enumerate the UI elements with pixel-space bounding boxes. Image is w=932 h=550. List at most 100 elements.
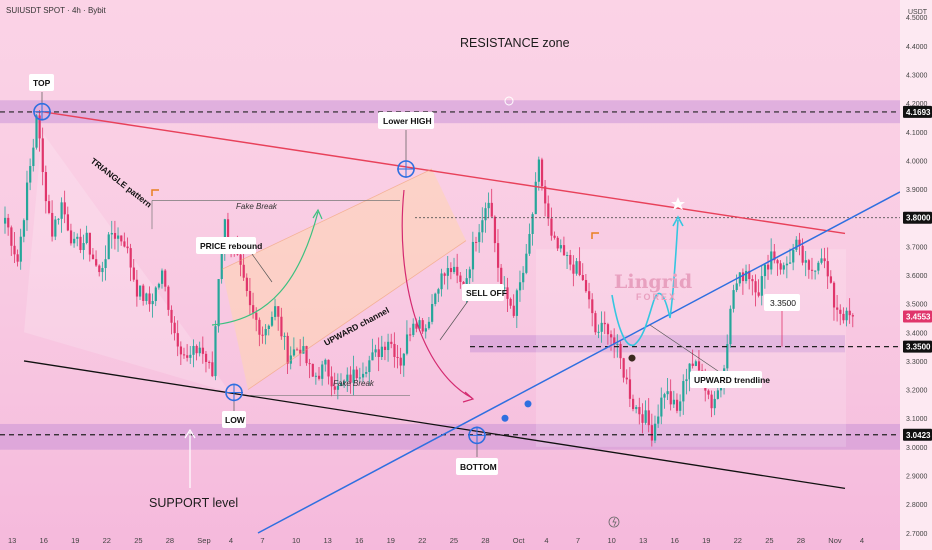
- time-tick-label: 13: [639, 536, 647, 545]
- candle-body: [41, 138, 44, 173]
- candle-body: [713, 398, 716, 409]
- candle-body: [807, 260, 811, 270]
- bottom-callout: BOTTOM: [460, 462, 497, 472]
- candle-body: [308, 363, 311, 365]
- candle-body: [443, 273, 446, 276]
- price-tick-label: 2.7000: [906, 531, 928, 538]
- candle-body: [757, 292, 760, 296]
- candle-body: [333, 386, 336, 390]
- candle-body: [754, 281, 757, 293]
- candle-body: [349, 374, 352, 383]
- candle-body: [679, 401, 682, 411]
- time-tick-label: 28: [166, 536, 174, 545]
- time-tick-label: 13: [8, 536, 16, 545]
- candle-body: [324, 359, 327, 365]
- candle-body: [468, 269, 471, 279]
- candle-body: [371, 352, 374, 361]
- candle-body: [164, 270, 167, 287]
- candle-body: [377, 349, 380, 358]
- candle-body: [776, 260, 779, 264]
- candle-body: [685, 379, 688, 382]
- candle-body: [170, 309, 173, 323]
- candle-body: [220, 253, 223, 280]
- candle-body: [581, 275, 584, 281]
- candle-body: [415, 323, 418, 329]
- candle-body: [745, 270, 748, 282]
- candle-body: [795, 239, 798, 250]
- candle-body: [481, 220, 484, 233]
- candle-body: [694, 361, 697, 366]
- candle-body: [217, 279, 220, 327]
- candle-body: [179, 346, 183, 355]
- candle-body: [135, 279, 139, 297]
- candle-body: [697, 361, 701, 371]
- time-tick-label: Oct: [513, 536, 526, 545]
- time-axis[interactable]: 13 16 19 22 25 28 Sep 4 7 10 13 16 19 22 25 28 Oct 4 7 10 13…: [8, 536, 864, 545]
- price-rebound-box: [196, 237, 256, 254]
- price-axis-bg: [900, 0, 932, 550]
- projection-box: [536, 249, 846, 447]
- candle-body: [732, 290, 735, 309]
- candle-body: [10, 227, 13, 246]
- resistance-zone-title: RESISTANCE zone: [460, 36, 570, 50]
- candle-body: [632, 398, 635, 410]
- candle-body: [669, 391, 672, 405]
- candle-body: [54, 219, 57, 237]
- candle-body: [726, 344, 729, 369]
- candle-body: [622, 358, 625, 378]
- candle-body: [496, 243, 500, 268]
- candle-body: [540, 159, 544, 187]
- candle-body: [431, 304, 434, 322]
- candle-body: [60, 202, 63, 219]
- candle-body: [35, 115, 38, 148]
- candle-body: [839, 309, 842, 314]
- target-label-box: [764, 294, 800, 311]
- eye-marker: [628, 354, 636, 362]
- candle-body: [318, 375, 321, 379]
- time-tick-label: 22: [418, 536, 426, 545]
- candle-body: [707, 390, 710, 395]
- candle-body: [13, 245, 16, 255]
- candle-body: [597, 331, 600, 333]
- time-tick-label: 28: [481, 536, 489, 545]
- candle-body: [299, 349, 302, 354]
- candle-body: [365, 372, 368, 374]
- price-tick-label: 4.4000: [906, 44, 928, 51]
- candle-body: [393, 343, 396, 357]
- event-icon: [608, 516, 620, 528]
- candle-body: [421, 320, 424, 332]
- candle-body: [820, 258, 823, 263]
- candle-body: [167, 286, 170, 310]
- price-axis[interactable]: 4.5000 4.4000 4.3000 4.2000 4.1000 4.0000 3.90…: [903, 15, 932, 538]
- time-tick-label: 16: [40, 536, 48, 545]
- symbol-label: SUIUSDT SPOT · 4h · Bybit: [6, 6, 107, 15]
- candle-body: [270, 316, 274, 326]
- candle-body: [691, 363, 694, 366]
- candle-body: [402, 353, 405, 366]
- support-zone-band: [0, 423, 900, 450]
- fake-break-top-label: Fake Break: [236, 202, 278, 211]
- candle-body: [456, 266, 459, 276]
- price-tick-label: 3.4000: [906, 330, 928, 337]
- candle-body: [836, 307, 839, 310]
- candle-body: [264, 329, 267, 336]
- candle-body: [503, 287, 506, 289]
- price-tick-label: 3.1000: [906, 416, 928, 423]
- candle-body: [120, 235, 123, 242]
- target-label: 3.3500: [770, 298, 796, 308]
- low-callout: LOW: [225, 415, 246, 425]
- candle-body: [302, 346, 305, 354]
- alert-icon: [504, 96, 514, 106]
- candle-body: [252, 305, 255, 313]
- candle-body: [810, 269, 814, 271]
- price-tag-label: 3.4553: [906, 312, 931, 321]
- candle-body: [79, 236, 82, 251]
- candle-body: [145, 293, 148, 301]
- candle-body: [578, 261, 581, 276]
- candle-body: [741, 272, 745, 282]
- time-tick-label: 7: [576, 536, 580, 545]
- candle-body: [211, 362, 214, 377]
- candle-body: [653, 423, 657, 441]
- candle-body: [339, 383, 343, 387]
